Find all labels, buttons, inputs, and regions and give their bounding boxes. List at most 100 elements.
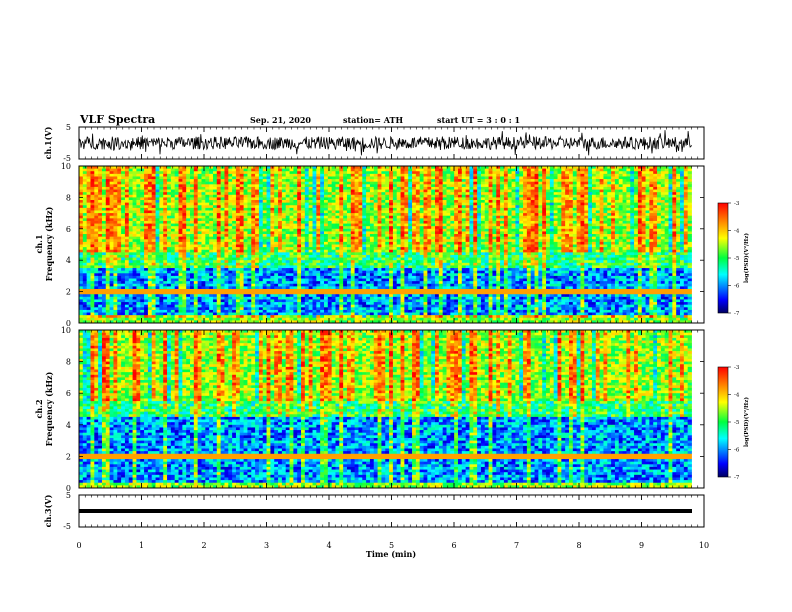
ch1-spectrogram-cell xyxy=(121,236,126,240)
ch1-spectrogram-cell xyxy=(346,223,352,227)
ch1-spectrogram-cell xyxy=(251,247,256,251)
ch1-spectrogram-cell xyxy=(105,265,111,269)
ch1-spectrogram-cell xyxy=(147,218,153,222)
ch1-spectrogram-cell xyxy=(147,262,153,266)
ch1-spectrogram-cell xyxy=(86,205,91,209)
ch1-spectrogram-cell xyxy=(101,281,107,285)
ch1-spectrogram-cell xyxy=(308,309,313,313)
ch1-spectrogram-cell xyxy=(209,189,214,193)
ch1-spectrogram-cell xyxy=(327,299,333,303)
ch1-spectrogram-cell xyxy=(320,166,325,170)
ch1-spectrogram-cell xyxy=(289,223,294,227)
ch1-spectrogram-cell xyxy=(293,265,298,269)
ch1-spectrogram-cell xyxy=(79,288,84,292)
ch1-spectrogram-cell xyxy=(82,210,88,214)
ch1-spectrogram-cell xyxy=(220,200,225,204)
ch1-spectrogram-cell xyxy=(124,205,130,209)
ch1-spectrogram-cell xyxy=(297,254,302,258)
ch1-spectrogram-cell xyxy=(262,231,267,235)
ch1-spectrogram-cell xyxy=(331,241,336,245)
ch1-spectrogram-cell xyxy=(228,228,233,232)
ch1-spectrogram-cell xyxy=(369,260,375,264)
ch1-spectrogram-cell xyxy=(316,262,321,266)
ch1-spectrogram-cell xyxy=(258,294,264,298)
ch1-spectrogram-cell xyxy=(243,315,248,319)
ch1-spectrogram-cell xyxy=(289,220,294,224)
ch1-spectrogram-cell xyxy=(320,226,325,230)
ch1-spectrogram-cell xyxy=(216,288,222,292)
ch1-spectrogram-cell xyxy=(373,213,378,217)
ch1-spectrogram-cell xyxy=(220,299,225,303)
ch1-spectrogram-cell xyxy=(205,176,210,180)
ch1-spectrogram-cell xyxy=(385,265,390,269)
ch1-spectrogram-cell xyxy=(170,194,176,198)
ch1-spectrogram-cell xyxy=(358,312,363,316)
ch1-spectrogram-cell xyxy=(327,288,333,292)
ch1-spectrogram-cell xyxy=(94,283,99,287)
ch1-spectrogram-cell xyxy=(320,210,325,214)
ch1-spectrogram-cell xyxy=(79,186,84,190)
ch1-spectrogram-cell xyxy=(301,228,306,232)
ch1-spectrogram-cell xyxy=(128,288,133,292)
ch1-spectrogram-cell xyxy=(121,273,126,277)
ch1-spectrogram-cell xyxy=(128,309,133,313)
ch1-spectrogram-cell xyxy=(151,239,156,243)
ch1-spectrogram-cell xyxy=(285,296,290,300)
ch1-spectrogram-cell xyxy=(262,184,267,188)
ch1-spectrogram-cell xyxy=(358,179,363,183)
ch1-spectrogram-cell xyxy=(178,288,183,292)
ch1-spectrogram-cell xyxy=(278,197,283,201)
ch1-spectrogram-cell xyxy=(316,304,321,308)
ch1-spectrogram-cell xyxy=(289,294,294,298)
ch1-spectrogram-cell xyxy=(339,236,344,240)
ch1-spectrogram-cell xyxy=(124,260,130,264)
ch1-spectrogram-cell xyxy=(174,281,179,285)
ch1-spectrogram-cell xyxy=(293,181,298,185)
ch1-spectrogram-cell xyxy=(174,213,179,217)
ch1-spectrogram-cell xyxy=(224,296,229,300)
ch1-spectrogram-cell xyxy=(155,207,160,211)
ch1-spectrogram-cell xyxy=(266,317,271,321)
ch1-spectrogram-cell xyxy=(212,252,218,256)
ch1-spectrogram-cell xyxy=(239,299,245,303)
ch1-spectrogram-cell xyxy=(163,228,168,232)
ch1-spectrogram-cell xyxy=(182,179,187,183)
ch1-spectrogram-cell xyxy=(258,210,264,214)
ch1-waveform-trace xyxy=(78,130,692,156)
ch1-spectrogram-cell xyxy=(373,260,378,264)
ch1-spectrogram-cell xyxy=(220,317,225,321)
ch1-spectrogram-cell xyxy=(289,189,294,193)
ch1-spectrogram-cell xyxy=(274,315,279,319)
ch1-spectrogram-cell xyxy=(377,281,382,285)
ch1-spectrogram-cell xyxy=(220,181,225,185)
ch1-spectrogram-cell xyxy=(186,304,191,308)
ch1-spectrogram-cell xyxy=(327,205,333,209)
ch1-spectrogram-cell xyxy=(182,273,187,277)
ch1-spectrogram-cell xyxy=(186,286,191,290)
ch1-spectrogram-cell xyxy=(255,171,260,175)
ch1-spectrogram-cell xyxy=(132,309,137,313)
ch1-spectrogram-cell xyxy=(335,173,340,177)
ch1-spectrogram-cell xyxy=(346,218,352,222)
ch1-spectrogram-cell xyxy=(90,275,95,279)
ch1-spectrogram-cell xyxy=(274,257,279,261)
ch1-spectrogram-cell xyxy=(140,320,145,324)
ch1-spectrogram-cell xyxy=(255,302,260,306)
ch1-spectrogram-cell xyxy=(136,317,141,321)
ch1-spectrogram-cell xyxy=(124,262,130,266)
ch1-spectrogram-cell xyxy=(79,207,84,211)
ch1-spectrogram-cell xyxy=(170,260,176,264)
ch1-spectrogram-cell xyxy=(392,309,398,313)
ch1-spectrogram-cell xyxy=(293,254,298,258)
ch1-spectrogram-cell xyxy=(258,197,264,201)
ch1-spectrogram-cell xyxy=(362,171,367,175)
ch1-spectrogram-cell xyxy=(239,270,245,274)
ch1-spectrogram-cell xyxy=(117,200,122,204)
ch1-spectrogram-cell xyxy=(362,257,367,261)
ch1-spectrogram-cell xyxy=(167,220,172,224)
ch1-spectrogram-cell xyxy=(109,247,114,251)
ch1-spectrogram-cell xyxy=(113,166,118,170)
ch1-spectrogram-cell xyxy=(343,252,348,256)
ch1-spectrogram-cell xyxy=(366,236,371,240)
ch1-spectrogram-cell xyxy=(82,265,88,269)
